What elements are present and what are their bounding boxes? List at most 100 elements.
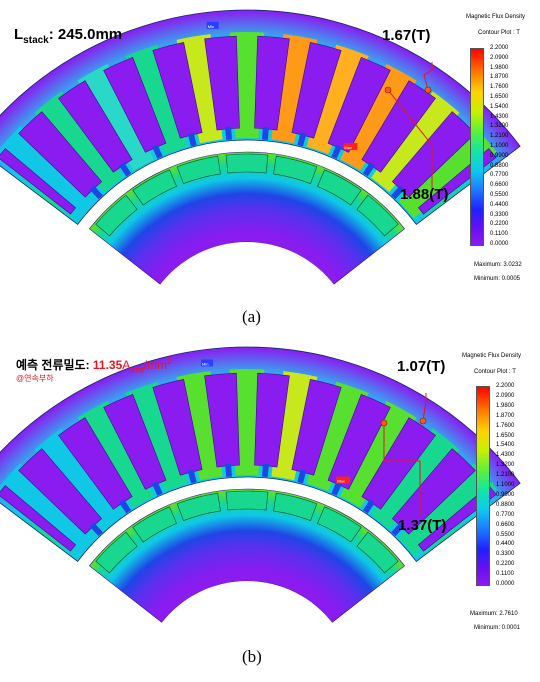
max-marker (343, 143, 358, 151)
slot-opening (297, 469, 307, 484)
legend-minimum: Minimum: 0.0005 (474, 276, 521, 282)
colorbar-tick-label: 1.3200 (496, 462, 515, 469)
stator-slot (391, 448, 476, 535)
slot-opening (224, 126, 232, 141)
colorbar-tick-label: 1.5400 (490, 103, 509, 110)
legend-maximum: Maximum: 2.7610 (470, 611, 518, 617)
stator-tooth (371, 428, 460, 530)
colorbar-tick-label: 1.2100 (490, 133, 509, 140)
stator-slot (58, 417, 133, 510)
stator-tooth (0, 463, 96, 556)
stator-slot (18, 111, 103, 198)
flux-value-top: 1.07(T) (397, 358, 446, 375)
stator-slot (361, 417, 436, 510)
min-marker-label: Min (202, 361, 208, 366)
slot-opening (118, 162, 132, 177)
stator-tooth (340, 400, 417, 508)
slot-opening (362, 499, 376, 514)
slot-opening (262, 463, 270, 478)
rotor-magnet (176, 492, 221, 521)
rotor-magnet (176, 155, 221, 184)
colorbar-tick-label: 1.6500 (490, 94, 509, 100)
rotor-magnet (225, 490, 269, 511)
legend-title: Magnetic Flux Density (462, 353, 522, 359)
stator-slot (361, 80, 436, 173)
motor-flux-plot-b: Max Min (0, 346, 521, 682)
stack-length-label: Lstack: 245.0mm (14, 26, 123, 46)
rotor-magnet (132, 506, 177, 543)
min-marker-label: Min (208, 24, 214, 29)
colorbar-legend-a: Magnetic Flux Density Contour Plot : T 2… (460, 14, 540, 294)
continuous-load-label: @연속부하 (16, 374, 54, 383)
slot-opening (224, 463, 232, 478)
stator-tooth (125, 381, 188, 492)
colorbar-tick-label: 2.2000 (490, 45, 509, 51)
colorbar-tick-label: 0.8800 (496, 501, 515, 508)
shaft-bore (160, 580, 334, 682)
current-density-label: 예측 전류밀도: 11.35Arms/mm2 (16, 357, 172, 375)
flux-value-bottom: 1.37(T) (398, 517, 447, 534)
slot-opening (331, 481, 343, 496)
colorbar-tick-label: 1.1000 (490, 143, 509, 149)
legend-minimum: Minimum: 0.0001 (474, 625, 521, 631)
slot-opening (297, 132, 307, 147)
slot-opening (262, 126, 270, 141)
colorbar-tick-label: 0.9900 (490, 152, 509, 159)
colorbar-tick-label: 1.4300 (496, 452, 515, 459)
panel-a: Max Min Lstack: 245.0mm 1.67(T) 1.88(T) M… (0, 9, 540, 326)
colorbar-tick-label: 0.1100 (490, 231, 508, 238)
flux-value-top: 1.67(T) (382, 27, 431, 44)
stator-tooth (34, 428, 123, 530)
rotor-magnet (273, 492, 318, 521)
stator-slot (18, 448, 103, 535)
colorbar-tick-label: 0.0000 (490, 241, 509, 247)
slot-opening (151, 144, 163, 159)
max-marker (336, 476, 351, 484)
min-marker (201, 359, 214, 367)
current-density-value: 11.35 (92, 358, 123, 372)
stator-slot (327, 393, 391, 490)
slot-opening (187, 132, 197, 147)
rotor-magnet (317, 506, 362, 543)
flux-value-bottom: 1.88(T) (400, 186, 449, 203)
stator-slot (0, 148, 77, 215)
colorbar-tick-label: 0.8800 (490, 162, 509, 169)
colorbar-tick-label: 0.2200 (490, 221, 509, 228)
slot-opening (89, 522, 103, 537)
slot-opening (391, 185, 405, 200)
colorbar-tick-label: 1.5400 (496, 442, 515, 449)
colorbar-tick-label: 0.4400 (496, 541, 515, 548)
colorbar-tick-label: 2.0900 (490, 54, 509, 61)
colorbar-tick-label: 0.4400 (490, 201, 509, 208)
stator-tooth (0, 126, 96, 219)
colorbar-tick-label: 1.8700 (490, 74, 509, 81)
colorbar-tick-label: 1.6500 (496, 432, 515, 439)
min-marker (206, 21, 219, 29)
stator-tooth (340, 63, 417, 171)
colorbar-tick-label: 0.9900 (496, 491, 515, 498)
motor-flux-plot-a: Max Min (0, 9, 521, 285)
colorbar-tick-label: 1.9800 (496, 402, 515, 409)
stator-slot (0, 485, 77, 552)
slot-opening (151, 481, 163, 496)
stator-slot (103, 393, 167, 490)
stator-slot (254, 372, 290, 468)
stator-tooth (77, 63, 154, 171)
stator-slot (327, 56, 391, 153)
legend-maximum: Maximum: 3.0232 (474, 262, 522, 268)
rotor-magnet (225, 153, 269, 174)
stator-tooth (306, 44, 369, 155)
max-marker-label: Max (344, 145, 352, 150)
colorbar-tick-label: 0.3300 (490, 211, 509, 218)
leader-line (423, 62, 433, 91)
stator-tooth (306, 381, 369, 492)
rotor-magnet (273, 155, 318, 184)
colorbar-gradient (470, 48, 484, 246)
leader-line (422, 393, 427, 422)
rotor-magnet (95, 194, 138, 237)
stator-slot (291, 42, 342, 139)
stator-tooth (77, 400, 154, 508)
stator-tooth (398, 463, 497, 556)
slot-opening (89, 185, 103, 200)
colorbar-tick-label: 1.7600 (490, 84, 509, 91)
